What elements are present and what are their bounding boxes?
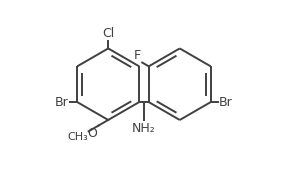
Text: NH₂: NH₂: [132, 122, 156, 135]
Text: CH₃: CH₃: [67, 132, 88, 142]
Text: Cl: Cl: [102, 27, 114, 40]
Text: F: F: [134, 49, 141, 62]
Text: Br: Br: [55, 96, 69, 109]
Text: O: O: [88, 127, 98, 140]
Text: Br: Br: [219, 96, 233, 109]
